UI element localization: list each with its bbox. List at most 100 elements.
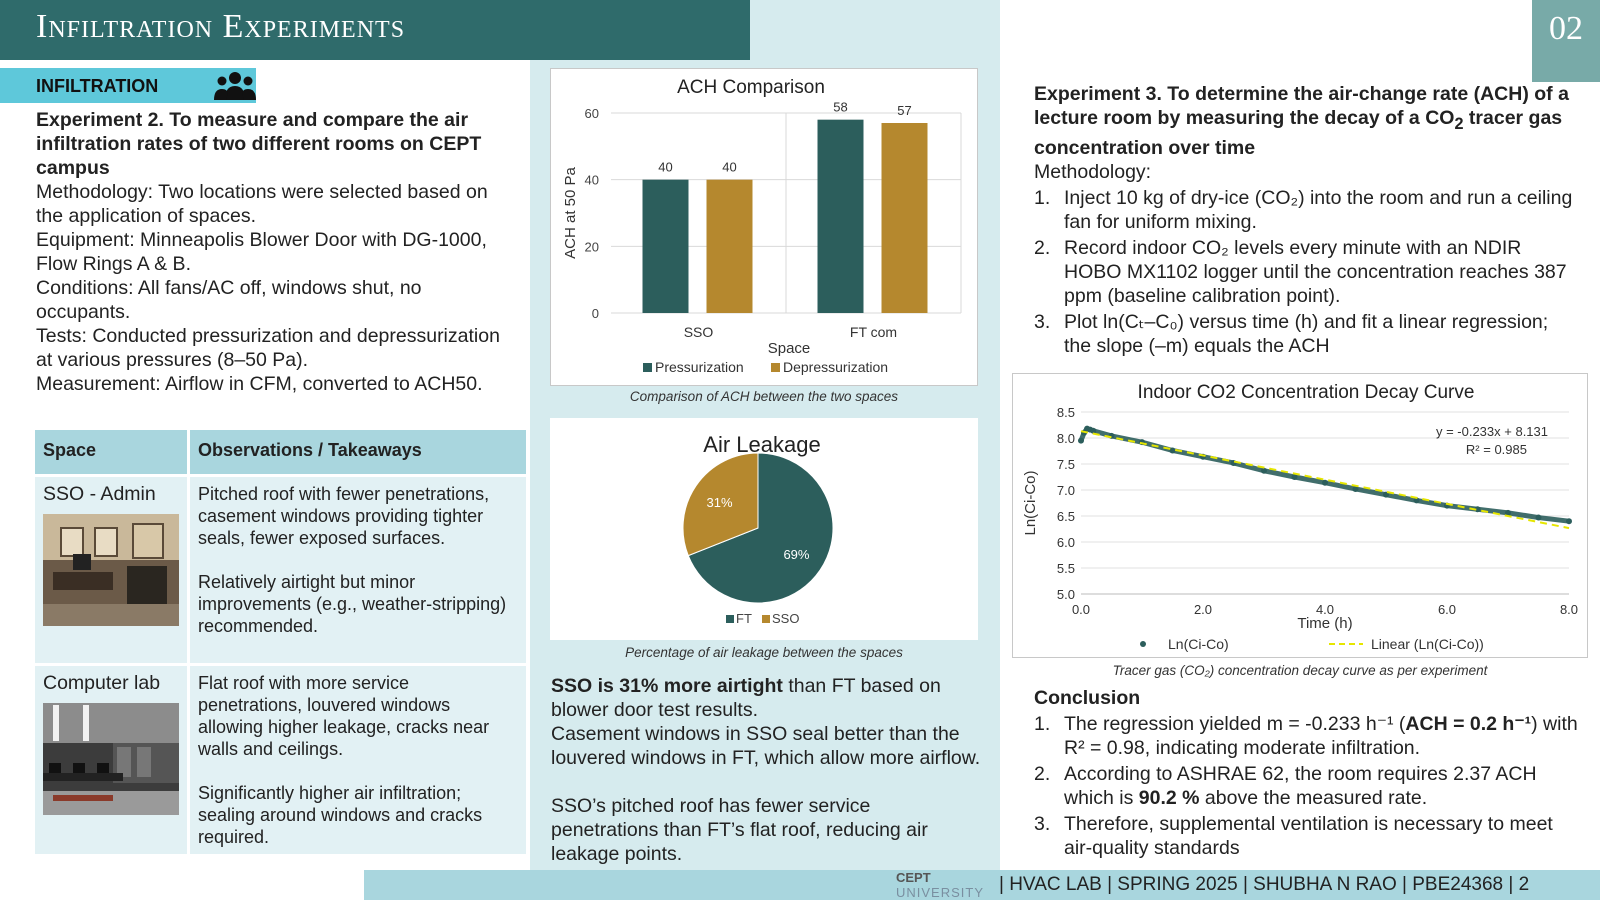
conclusion-text: above the measured rate. — [1199, 787, 1428, 809]
list-item: 2. Record indoor CO₂ levels every minute … — [1034, 237, 1567, 307]
bar-depressurization — [881, 123, 928, 313]
decay-chart-panel: Indoor CO2 Concentration Decay Curve 5.0 5… — [1012, 373, 1588, 658]
title-bar — [0, 0, 750, 60]
x-axis-label: Space — [768, 340, 811, 357]
y-tick-label: 20 — [585, 239, 599, 254]
data-point — [1535, 514, 1542, 521]
conclusion-list: 1. The regression yielded m = -0.233 h⁻¹ … — [1034, 712, 1579, 860]
ach-comparison-chart: ACH Comparison 0 20 40 60 ACH at 50 Pa 40 40 SSO… — [562, 77, 962, 375]
page-title: Infiltration Experiments — [36, 8, 406, 45]
conclusion-bold: ACH = 0.2 h⁻¹ — [1405, 713, 1532, 735]
table-header-space: Space — [35, 430, 187, 474]
trendline — [1080, 430, 1570, 530]
table-row: SSO - Admin Pitched roof with fewer pene… — [35, 477, 526, 663]
logo-line: UNIVERSITY — [896, 885, 985, 900]
data-point — [1078, 437, 1084, 444]
observation-text: Flat roof with more service penetrations… — [198, 673, 490, 759]
footer-text: | HVAC LAB | SPRING 2025 | SHUBHA N RAO … — [999, 874, 1530, 895]
conclusion-label: Conclusion — [1034, 687, 1141, 709]
x-tick-label: 8.0 — [1560, 602, 1578, 617]
step-text: Inject 10 kg of dry-ice (CO₂) into the r… — [1064, 187, 1573, 233]
pie-slice-sso — [682, 452, 759, 557]
space-name: Computer lab — [43, 672, 161, 694]
list-item: 2. According to ASHRAE 62, the room requi… — [1034, 763, 1537, 809]
table-row: Computer lab Flat roof with more service… — [35, 666, 526, 854]
conclusion-text: Therefore, supplemental ventilation is n… — [1064, 813, 1553, 859]
section-label: INFILTRATION — [0, 68, 256, 103]
legend-swatch — [771, 363, 780, 372]
data-point — [1322, 479, 1328, 486]
y-tick-label: 5.0 — [1057, 587, 1075, 602]
equipment-text: Equipment: Minneapolis Blower Door with … — [36, 229, 487, 275]
computer-lab-photo — [43, 703, 179, 815]
data-point — [1413, 497, 1420, 504]
footer-bar: CEPT UNIVERSITY | HVAC LAB | SPRING 2025… — [364, 870, 1600, 900]
data-label: 58 — [833, 100, 847, 115]
logo-line: CEPT — [896, 870, 931, 885]
summary-bold: SSO is 31% more airtight — [551, 675, 783, 697]
bar-depressurization — [706, 179, 753, 313]
chart-title: ACH Comparison — [677, 77, 825, 98]
bar-chart-panel: ACH Comparison 0 20 40 60 ACH at 50 Pa 40 40 SSO… — [550, 68, 978, 386]
data-point — [1474, 506, 1481, 513]
conclusion-text: ) with R² = 0.98, indicating moderate in… — [1064, 713, 1578, 759]
step-text: Plot ln(Cₜ–C₀) versus time (h) and fit a… — [1064, 311, 1549, 357]
legend-label: SSO — [772, 611, 799, 626]
legend-label: Depressurization — [783, 359, 888, 375]
data-point — [1230, 459, 1237, 466]
cept-university-logo: CEPT UNIVERSITY — [896, 870, 984, 900]
methodology-label: Methodology: — [1034, 161, 1152, 183]
pie-chart-caption: Percentage of air leakage between the sp… — [625, 645, 903, 660]
table-cell-space: SSO - Admin — [35, 477, 187, 663]
data-label: 57 — [897, 103, 911, 118]
data-label: 40 — [658, 160, 672, 175]
pie-slice-ft — [687, 452, 834, 604]
observations-table: Space Observations / Takeaways SSO - Adm… — [32, 427, 529, 857]
list-item: 3. Therefore, supplemental ventilation is… — [1034, 813, 1553, 859]
exp3-title-part: tracer gas concentration over time — [1034, 107, 1563, 159]
x-tick-label: SSO — [684, 324, 714, 340]
x-tick-label: 6.0 — [1438, 602, 1456, 617]
legend-swatch — [762, 615, 770, 623]
methodology-steps: 1. Inject 10 kg of dry-ice (CO₂) into the… — [1034, 186, 1579, 358]
x-tick-label: 2.0 — [1194, 602, 1212, 617]
list-item: 3. Plot ln(Cₜ–C₀) versus time (h) and fit… — [1034, 311, 1549, 357]
conditions-text: Conditions: All fans/AC off, windows shu… — [36, 277, 422, 323]
experiment-3-title: Experiment 3. To determine the air-chang… — [1034, 82, 1579, 160]
y-tick-label: 5.5 — [1057, 561, 1075, 576]
section-label-text: INFILTRATION — [36, 76, 159, 96]
bar-pressurization — [817, 119, 864, 313]
data-point — [1566, 518, 1572, 525]
table-cell-observations: Pitched roof with fewer penetrations, ca… — [190, 477, 526, 663]
table-cell-space: Computer lab — [35, 666, 187, 854]
conclusion-text: According to ASHRAE 62, the room require… — [1064, 763, 1537, 809]
exp3-title-subscript: 2 — [1454, 114, 1464, 133]
equation-annotation: y = -0.233x + 8.131 — [1436, 424, 1548, 439]
list-item: 1. The regression yielded m = -0.233 h⁻¹ … — [1034, 713, 1578, 759]
x-axis-label: Time (h) — [1297, 615, 1352, 632]
space-name: SSO - Admin — [43, 483, 156, 505]
tests-text: Tests: Conducted pressurization and depr… — [36, 325, 500, 371]
data-point — [1090, 427, 1097, 434]
y-tick-label: 60 — [585, 106, 599, 121]
data-point — [1383, 491, 1389, 498]
people-group-icon — [214, 72, 256, 100]
legend-swatch — [726, 615, 734, 623]
slice-label: 69% — [783, 547, 809, 562]
pie-chart-panel: Air Leakage 69% 31% FT SSO — [550, 418, 978, 640]
page-number-badge: 02 — [1532, 0, 1600, 82]
legend-label: Linear (Ln(Ci-Co)) — [1371, 636, 1484, 652]
legend-label: Pressurization — [655, 359, 744, 375]
legend-swatch — [643, 363, 652, 372]
x-tick-label: 0.0 — [1072, 602, 1090, 617]
legend-marker — [1140, 641, 1146, 647]
co2-decay-chart: Indoor CO2 Concentration Decay Curve 5.0 5… — [1022, 382, 1578, 652]
chart-title: Indoor CO2 Concentration Decay Curve — [1138, 382, 1475, 403]
bar-chart-caption: Comparison of ACH between the two spaces — [629, 389, 899, 404]
y-tick-label: 8.0 — [1057, 431, 1075, 446]
y-tick-label: 6.5 — [1057, 509, 1075, 524]
bar-pressurization — [642, 179, 689, 313]
x-tick-label: 4.0 — [1316, 602, 1334, 617]
r-squared-annotation: R² = 0.985 — [1466, 442, 1527, 457]
